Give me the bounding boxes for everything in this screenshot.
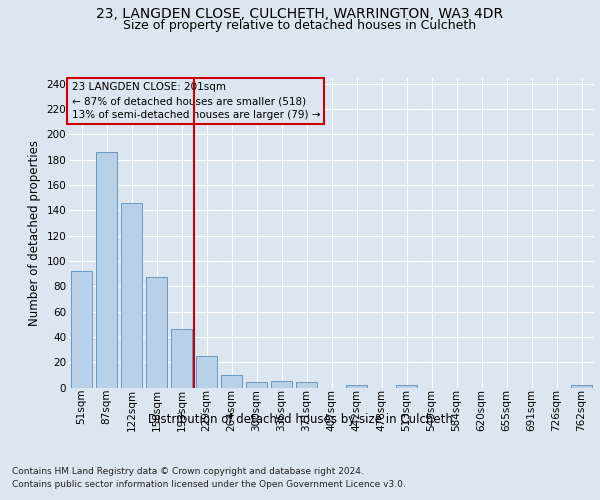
Bar — [96, 152, 117, 388]
Text: Distribution of detached houses by size in Culcheth: Distribution of detached houses by size … — [148, 412, 452, 426]
Text: Contains HM Land Registry data © Crown copyright and database right 2024.: Contains HM Land Registry data © Crown c… — [12, 468, 364, 476]
Bar — [571, 385, 592, 388]
Y-axis label: Number of detached properties: Number of detached properties — [28, 140, 41, 326]
Bar — [296, 382, 317, 388]
Bar — [171, 330, 192, 388]
Bar — [196, 356, 217, 388]
Bar — [246, 382, 267, 388]
Bar — [271, 381, 292, 388]
Bar — [71, 271, 92, 388]
Text: Contains public sector information licensed under the Open Government Licence v3: Contains public sector information licen… — [12, 480, 406, 489]
Bar — [146, 278, 167, 388]
Text: Size of property relative to detached houses in Culcheth: Size of property relative to detached ho… — [124, 19, 476, 32]
Bar — [121, 203, 142, 388]
Bar — [346, 385, 367, 388]
Bar — [396, 385, 417, 388]
Bar — [221, 375, 242, 388]
Text: 23, LANGDEN CLOSE, CULCHETH, WARRINGTON, WA3 4DR: 23, LANGDEN CLOSE, CULCHETH, WARRINGTON,… — [97, 8, 503, 22]
Text: 23 LANGDEN CLOSE: 201sqm
← 87% of detached houses are smaller (518)
13% of semi-: 23 LANGDEN CLOSE: 201sqm ← 87% of detach… — [71, 82, 320, 120]
